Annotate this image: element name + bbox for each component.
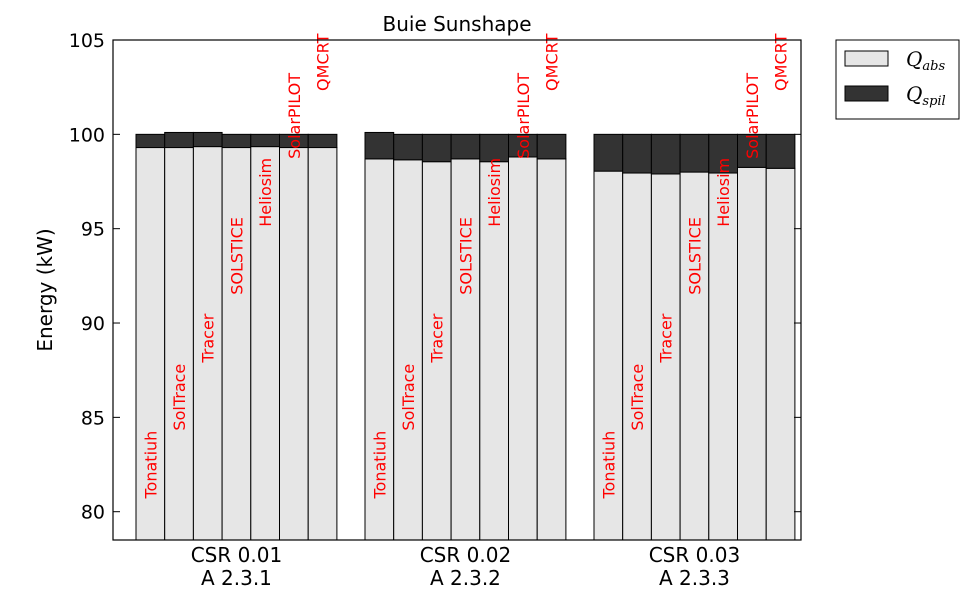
software-label-g3-heliosim: Heliosim	[714, 158, 733, 227]
group-label-1-line-1: CSR 0.01	[191, 543, 282, 567]
y-tick-label-80: 80	[81, 502, 105, 524]
software-label-g3-solstice: SOLSTICE	[685, 217, 704, 295]
software-label-g2-tonatiuh: Tonatiuh	[370, 431, 389, 500]
software-label-g2-qmcrt: QMCRT	[543, 33, 562, 91]
bar-spil-g1-heliosim	[250, 133, 281, 148]
bar-abs-g1-solstice	[221, 147, 252, 541]
bar-spil-g1-tracer	[192, 131, 223, 148]
y-tick-label-105: 105	[69, 30, 105, 52]
group-label-1-line-2: A 2.3.1	[201, 566, 272, 590]
software-label-g1-tonatiuh: Tonatiuh	[141, 431, 160, 500]
chart-title: Buie Sunshape	[382, 12, 531, 36]
bar-abs-g3-tracer	[650, 173, 681, 541]
software-label-g1-qmcrt: QMCRT	[314, 33, 333, 91]
software-label-g1-tracer: Tracer	[199, 313, 218, 363]
bar-spil-g2-tracer	[421, 133, 452, 163]
software-label-g2-soltrace: SolTrace	[399, 364, 418, 431]
bar-spil-g3-qmcrt	[765, 133, 796, 169]
software-label-g2-tracer: Tracer	[428, 313, 447, 363]
software-label-g3-tracer: Tracer	[657, 313, 676, 363]
group-label-2-line-2: A 2.3.2	[430, 566, 501, 590]
x-labels-layer: CSR 0.01A 2.3.1 CSR 0.02A 2.3.2 CSR 0.03A …	[191, 543, 740, 590]
bar-spil-g2-soltrace	[393, 133, 423, 161]
software-labels-layer: Tonatiuh SolTrace Tracer SOLSTICE Heliosim So…	[141, 33, 790, 499]
bar-spil-g1-tonatiuh	[135, 133, 166, 149]
bar-spil-g2-qmcrt	[536, 133, 567, 160]
bar-spil-g2-solstice	[450, 133, 481, 160]
y-axis-label: Energy (kW)	[33, 228, 57, 351]
legend: Qabs Qspil	[835, 39, 960, 120]
bar-abs-g2-solarpilot	[508, 156, 538, 541]
bar-abs-g3-soltrace	[622, 172, 652, 541]
y-tick-label-95: 95	[81, 219, 105, 241]
plot-frame	[112, 39, 802, 541]
bar-spil-g3-soltrace	[622, 133, 652, 174]
bar-abs-g2-soltrace	[393, 159, 423, 541]
bar-spil-g1-solstice	[221, 133, 252, 149]
software-label-g1-heliosim: Heliosim	[256, 158, 275, 227]
software-label-g3-soltrace: SolTrace	[628, 364, 647, 431]
bar-abs-g1-tonatiuh	[135, 147, 166, 541]
bar-abs-g1-soltrace	[164, 147, 194, 541]
software-label-g1-soltrace: SolTrace	[170, 364, 189, 431]
bar-spil-g1-soltrace	[164, 131, 194, 149]
y-tick-label-100: 100	[69, 124, 105, 146]
legend-label-abs: Qabs	[906, 47, 945, 74]
bar-abs-g1-qmcrt	[307, 147, 338, 541]
software-label-g2-heliosim: Heliosim	[485, 158, 504, 227]
y-ticks-layer: 80 85 90 95 100 105	[69, 30, 801, 524]
legend-label-spil: Qspil	[906, 82, 946, 109]
bar-spil-g2-heliosim	[479, 133, 509, 163]
y-tick-label-85: 85	[81, 407, 105, 429]
bar-abs-g2-solstice	[450, 158, 481, 541]
bar-spil-g1-qmcrt	[307, 133, 338, 149]
bar-abs-g3-solarpilot	[737, 166, 767, 541]
bar-spil-g3-solarpilot	[737, 133, 767, 168]
bar-abs-g1-tracer	[192, 146, 223, 541]
legend-swatch-abs	[844, 50, 889, 67]
software-label-g1-solstice: SOLSTICE	[227, 217, 246, 295]
bar-abs-g1-solarpilot	[279, 147, 309, 541]
bar-abs-g3-heliosim	[708, 172, 738, 541]
bar-abs-g3-tonatiuh	[593, 170, 624, 541]
software-label-g1-solarpilot: SolarPILOT	[285, 73, 304, 159]
software-label-g2-solarpilot: SolarPILOT	[514, 73, 533, 159]
software-label-g3-solarpilot: SolarPILOT	[743, 73, 762, 159]
bar-spil-g2-tonatiuh	[364, 131, 395, 160]
software-label-g3-tonatiuh: Tonatiuh	[599, 431, 618, 500]
bar-spil-g3-solstice	[679, 133, 710, 173]
software-label-g3-qmcrt: QMCRT	[772, 33, 791, 91]
y-tick-label-90: 90	[81, 313, 105, 335]
group-label-3-line-1: CSR 0.03	[649, 543, 740, 567]
bar-spil-g3-tracer	[650, 133, 681, 175]
software-label-g2-solstice: SOLSTICE	[456, 217, 475, 295]
bar-spil-g3-heliosim	[708, 133, 738, 174]
group-label-2-line-1: CSR 0.02	[420, 543, 511, 567]
legend-swatch-spil	[844, 85, 889, 102]
bars-layer	[135, 131, 796, 541]
bar-abs-g3-qmcrt	[765, 167, 796, 541]
bar-abs-g2-qmcrt	[536, 158, 567, 541]
group-label-3-line-2: A 2.3.3	[659, 566, 730, 590]
bar-spil-g3-tonatiuh	[593, 133, 624, 172]
